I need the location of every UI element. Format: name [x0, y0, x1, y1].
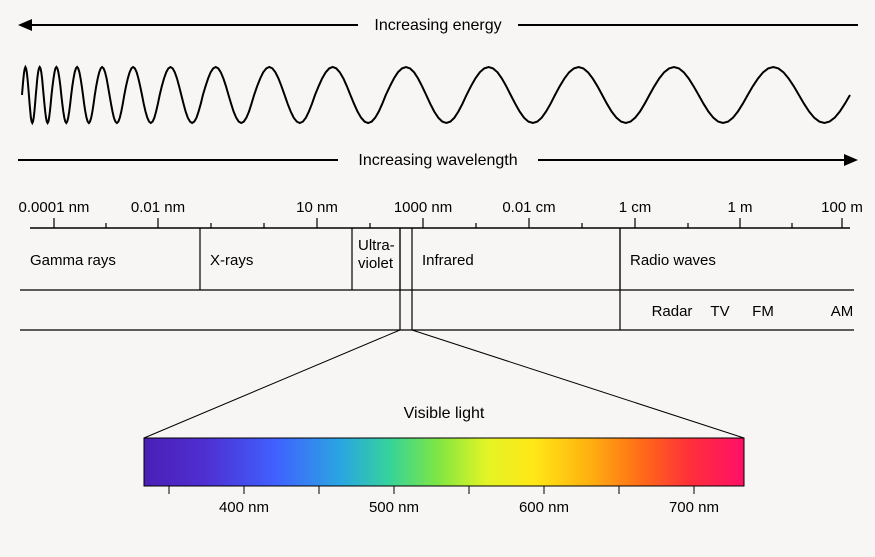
scale-tick-label: 0.01 cm — [502, 199, 555, 216]
scale-tick-label: 1000 nm — [394, 199, 452, 216]
em-spectrum-diagram: Increasing energy Increasing wavelength … — [0, 0, 875, 557]
wavelength-scale: 0.0001 nm 0.01 nm 10 nm 1000 nm 0.01 cm 1 cm 1… — [19, 199, 863, 228]
band-label: Gamma rays — [30, 252, 116, 269]
scale-tick-label: 1 cm — [619, 199, 652, 216]
scale-tick-label: 0.0001 nm — [19, 199, 90, 216]
spectrum-bands: Gamma rays X-rays Ultra-violet Infrared Radi… — [20, 228, 854, 330]
diagram-svg: Increasing energy Increasing wavelength … — [0, 0, 875, 557]
band-label: violet — [358, 255, 394, 272]
energy-arrow-label: Increasing energy — [374, 17, 501, 34]
visible-tick-label: 500 nm — [369, 499, 419, 516]
visible-tick-label: 400 nm — [219, 499, 269, 516]
band-label: Radio waves — [630, 252, 716, 269]
radio-sub-label: AM — [831, 303, 854, 320]
scale-tick-label: 0.01 nm — [131, 199, 185, 216]
band-label: Infrared — [422, 252, 474, 269]
radio-sub-label: Radar — [652, 303, 693, 320]
scale-tick-label: 100 m — [821, 199, 863, 216]
visible-light-label: Visible light — [404, 405, 485, 422]
visible-tick-label: 600 nm — [519, 499, 569, 516]
scale-tick-label: 10 nm — [296, 199, 338, 216]
radio-sub-label: FM — [752, 303, 774, 320]
radio-sub-label: TV — [710, 303, 729, 320]
scale-tick-label: 1 m — [727, 199, 752, 216]
wavelength-arrow-label: Increasing wavelength — [358, 152, 517, 169]
wave-diagram — [22, 67, 850, 123]
band-label: Ultra- — [358, 237, 395, 254]
band-label: X-rays — [210, 252, 253, 269]
visible-tick-label: 700 nm — [669, 499, 719, 516]
visible-spectrum-ticks: 400 nm 500 nm 600 nm 700 nm — [169, 486, 719, 516]
visible-spectrum-bar — [144, 438, 744, 486]
